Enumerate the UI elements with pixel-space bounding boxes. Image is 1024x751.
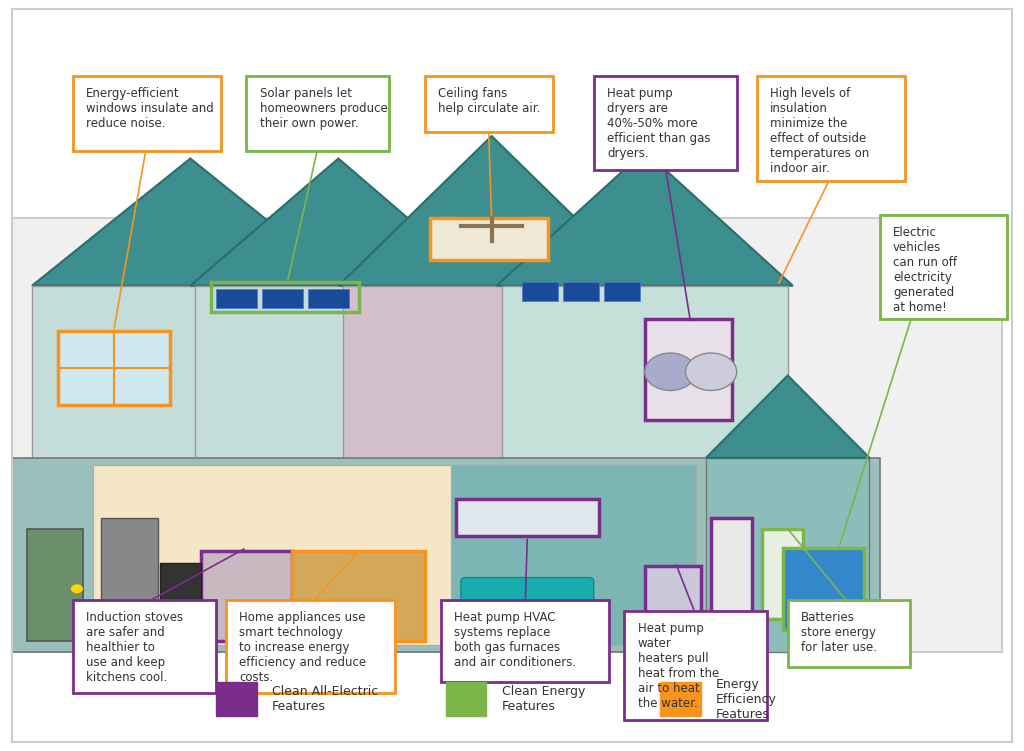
FancyBboxPatch shape (522, 282, 558, 300)
FancyBboxPatch shape (247, 76, 389, 151)
FancyBboxPatch shape (73, 76, 221, 151)
FancyBboxPatch shape (11, 219, 1002, 653)
FancyBboxPatch shape (73, 600, 216, 693)
FancyBboxPatch shape (440, 600, 609, 682)
FancyBboxPatch shape (293, 551, 425, 641)
Text: Ceiling fans
help circulate air.: Ceiling fans help circulate air. (438, 87, 541, 116)
Polygon shape (190, 158, 486, 285)
FancyBboxPatch shape (604, 282, 640, 300)
Text: Solar panels let
homeowners produce
their own power.: Solar panels let homeowners produce thei… (260, 87, 387, 131)
Text: Clean Energy
Features: Clean Energy Features (502, 685, 585, 713)
Polygon shape (338, 136, 645, 285)
Text: Home appliances use
smart technology
to increase energy
efficiency and reduce
co: Home appliances use smart technology to … (240, 611, 367, 684)
FancyBboxPatch shape (196, 285, 481, 466)
Circle shape (834, 615, 864, 638)
Circle shape (787, 615, 818, 638)
FancyBboxPatch shape (757, 76, 905, 181)
Text: Heat pump HVAC
systems replace
both gas furnaces
and air conditioners.: Heat pump HVAC systems replace both gas … (454, 611, 575, 669)
FancyBboxPatch shape (93, 466, 451, 645)
FancyBboxPatch shape (32, 285, 348, 466)
FancyBboxPatch shape (308, 289, 348, 308)
FancyBboxPatch shape (445, 682, 486, 716)
FancyBboxPatch shape (594, 76, 736, 170)
Text: Energy-efficient
windows insulate and
reduce noise.: Energy-efficient windows insulate and re… (86, 87, 214, 131)
FancyBboxPatch shape (101, 517, 158, 638)
FancyBboxPatch shape (625, 611, 767, 719)
FancyBboxPatch shape (430, 219, 548, 260)
FancyBboxPatch shape (57, 330, 170, 406)
FancyBboxPatch shape (201, 551, 293, 641)
FancyBboxPatch shape (782, 547, 864, 630)
Text: Electric
vehicles
can run off
electricity
generated
at home!: Electric vehicles can run off electricit… (893, 226, 956, 314)
FancyBboxPatch shape (711, 517, 752, 634)
FancyBboxPatch shape (27, 529, 83, 641)
FancyBboxPatch shape (645, 566, 700, 634)
FancyBboxPatch shape (880, 215, 1008, 319)
FancyBboxPatch shape (762, 529, 803, 619)
Polygon shape (706, 376, 869, 458)
Polygon shape (497, 151, 793, 285)
FancyBboxPatch shape (456, 499, 599, 536)
Text: Clean All-Electric
Features: Clean All-Electric Features (272, 685, 378, 713)
FancyBboxPatch shape (343, 285, 640, 466)
Text: High levels of
insulation
minimize the
effect of outside
temperatures on
indoor : High levels of insulation minimize the e… (770, 87, 869, 176)
FancyBboxPatch shape (226, 600, 394, 693)
FancyBboxPatch shape (660, 682, 700, 716)
Circle shape (686, 353, 736, 391)
Text: Batteries
store energy
for later use.: Batteries store energy for later use. (801, 611, 877, 654)
FancyBboxPatch shape (787, 600, 910, 668)
FancyBboxPatch shape (645, 319, 731, 421)
FancyBboxPatch shape (461, 578, 594, 623)
FancyBboxPatch shape (706, 458, 869, 653)
FancyBboxPatch shape (451, 466, 696, 645)
Text: Energy
Efficiency
Features: Energy Efficiency Features (716, 677, 777, 721)
Polygon shape (32, 158, 348, 285)
FancyBboxPatch shape (216, 682, 257, 716)
FancyBboxPatch shape (502, 285, 787, 466)
Text: Heat pump
water
heaters pull
heat from the
air to heat
the water.: Heat pump water heaters pull heat from t… (638, 623, 719, 710)
FancyBboxPatch shape (160, 562, 201, 638)
FancyBboxPatch shape (216, 289, 257, 308)
Text: Heat pump
dryers are
40%-50% more
efficient than gas
dryers.: Heat pump dryers are 40%-50% more effici… (607, 87, 711, 161)
FancyBboxPatch shape (11, 458, 880, 653)
Circle shape (71, 584, 83, 593)
Text: Induction stoves
are safer and
healthier to
use and keep
kitchens cool.: Induction stoves are safer and healthier… (86, 611, 183, 684)
FancyBboxPatch shape (563, 282, 599, 300)
FancyBboxPatch shape (425, 76, 553, 132)
FancyBboxPatch shape (262, 289, 303, 308)
Circle shape (645, 353, 696, 391)
